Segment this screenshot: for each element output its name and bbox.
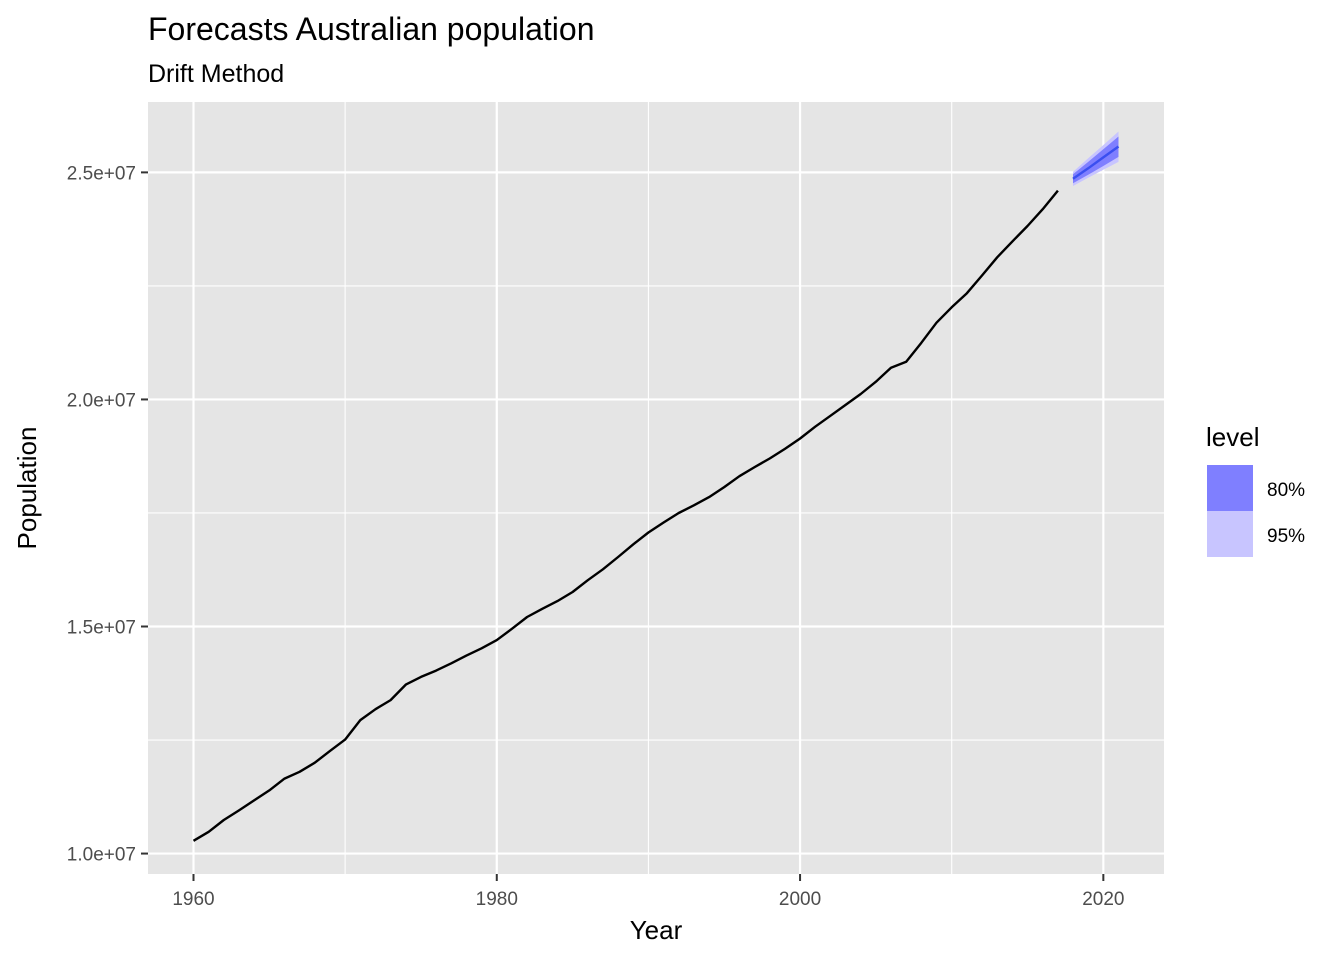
y-tick-label: 1.5e+07	[67, 618, 136, 639]
chart-title: Forecasts Australian population	[148, 11, 594, 47]
legend-title: level	[1206, 422, 1259, 452]
x-tick-label: 2020	[1082, 889, 1124, 910]
major-gridlines	[148, 102, 1164, 874]
legend: level 80% 95%	[1206, 422, 1305, 557]
y-tick-label: 1.0e+07	[67, 845, 136, 866]
x-axis-title: Year	[630, 915, 683, 945]
legend-key-80	[1207, 465, 1253, 511]
chart-subtitle: Drift Method	[148, 60, 284, 88]
y-axis-title: Population	[12, 427, 42, 550]
axes: 1960 1980 2000 2020 1.0e+07 1.5e+07 2.0e+07 2.5…	[67, 163, 1125, 910]
x-tick-label: 1960	[172, 889, 214, 910]
population-line	[192, 189, 1059, 842]
legend-label-80: 80%	[1267, 480, 1305, 501]
minor-gridlines	[148, 102, 1164, 874]
plot-panel	[148, 102, 1164, 874]
legend-key-95	[1207, 511, 1253, 557]
x-tick-label: 1980	[476, 889, 518, 910]
forecast-line	[1072, 145, 1120, 180]
data-marks	[192, 131, 1120, 842]
legend-label-95: 95%	[1267, 526, 1305, 547]
x-tick-label: 2000	[779, 889, 821, 910]
y-tick-label: 2.5e+07	[67, 163, 136, 184]
y-tick-label: 2.0e+07	[67, 390, 136, 411]
